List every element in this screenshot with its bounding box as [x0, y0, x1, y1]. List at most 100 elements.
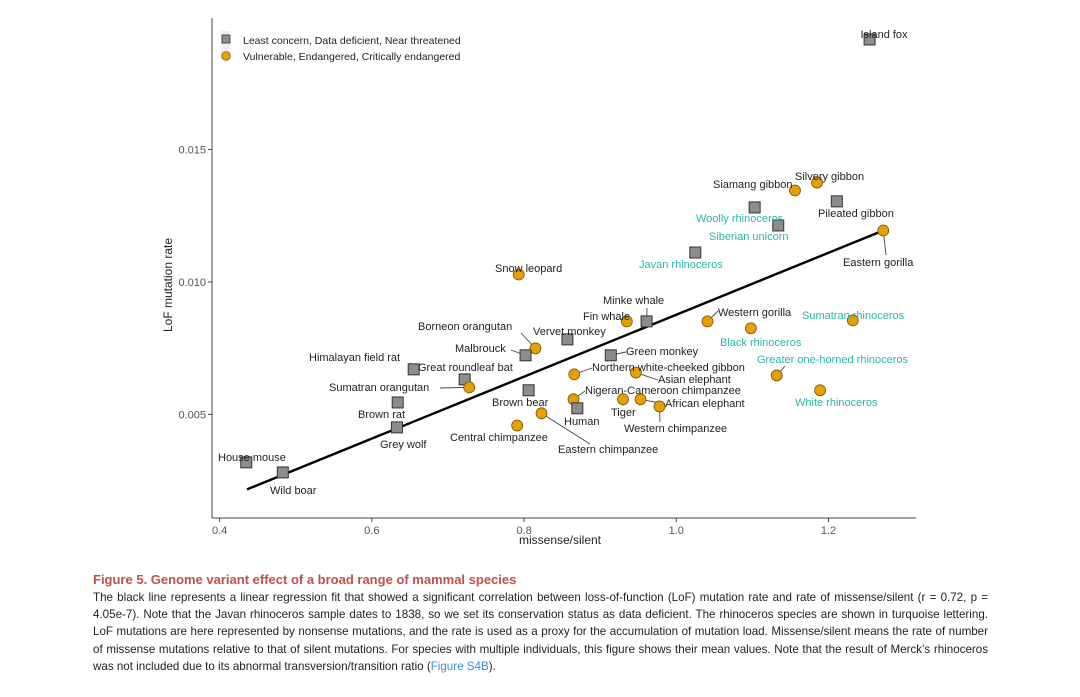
- x-tick-label: 1.0: [669, 525, 684, 537]
- point-label: Tiger: [611, 407, 636, 419]
- x-tick-label: 0.8: [516, 525, 531, 537]
- x-tick-label: 1.2: [821, 525, 836, 537]
- point-square: [276, 466, 289, 479]
- point-label: Central chimpanzee: [450, 432, 548, 444]
- point-circle: [634, 393, 647, 406]
- point-label: Snow leopard: [495, 263, 562, 275]
- legend-label: Least concern, Data deficient, Near thre…: [243, 35, 461, 47]
- point-square: [522, 384, 535, 397]
- point-circle: [535, 407, 548, 420]
- point-circle: [511, 419, 524, 432]
- point-label: Black rhinoceros: [720, 337, 802, 349]
- point-label: Sumatran orangutan: [329, 382, 429, 394]
- point-label: Wild boar: [270, 485, 317, 497]
- point-label: Malbrouck: [455, 343, 506, 355]
- point-square: [748, 201, 761, 214]
- point-circle: [701, 315, 714, 328]
- point-square: [391, 396, 404, 409]
- point-square: [772, 219, 785, 232]
- y-tick-label: 0.015: [178, 144, 206, 156]
- point-circle: [620, 315, 633, 328]
- point-square: [640, 315, 653, 328]
- x-axis-label: missense/silent: [519, 533, 602, 547]
- point-label: Grey wolf: [380, 439, 427, 451]
- point-label: House mouse: [218, 452, 286, 464]
- point-label: Silvery gibbon: [795, 171, 864, 183]
- point-circle: [814, 384, 827, 397]
- point-square: [571, 402, 584, 415]
- point-square: [604, 349, 617, 362]
- point-label: Sumatran rhinoceros: [802, 310, 905, 322]
- point-label: African elephant: [665, 398, 745, 410]
- point-circle: [630, 366, 642, 379]
- y-axis-label: LoF mutation rate: [161, 238, 175, 332]
- y-tick-label: 0.005: [178, 409, 206, 421]
- point-label: Northern white-cheeked gibbon: [592, 362, 745, 374]
- caption-title: Figure 5. Genome variant effect of a bro…: [93, 572, 517, 587]
- point-label: Greater one-horned rhinoceros: [757, 354, 909, 366]
- point-label: Nigeran-Cameroon chimpanzee: [585, 385, 741, 397]
- point-square: [390, 421, 403, 434]
- point-circle: [877, 224, 890, 237]
- point-circle: [512, 268, 525, 281]
- legend-square-icon: [221, 34, 231, 44]
- point-label: Himalayan field rat: [309, 352, 400, 364]
- caption-body: The black line represents a linear regre…: [93, 589, 988, 675]
- point-label: Borneon orangutan: [418, 321, 512, 333]
- point-square: [240, 456, 253, 469]
- point-label: Fin whale: [583, 311, 630, 323]
- caption-text-end: ).: [488, 659, 496, 673]
- legend: Least concern, Data deficient, Near thre…: [221, 31, 461, 63]
- point-label: Vervet monkey: [533, 326, 606, 338]
- regression-line: [246, 229, 884, 491]
- point-label: Island fox: [860, 29, 908, 41]
- point-circle: [653, 400, 666, 413]
- point-label: Brown rat: [358, 409, 405, 421]
- point-circle: [744, 322, 757, 335]
- point-circle: [463, 381, 476, 394]
- point-circle: [770, 369, 783, 382]
- point-circle: [811, 176, 823, 189]
- point-label: Woolly rhinoceros: [696, 213, 784, 225]
- point-label: Asian elephant: [658, 374, 731, 386]
- point-label: Western chimpanzee: [624, 423, 727, 435]
- point-label: Pileated gibbon: [818, 208, 894, 220]
- axes: 0.4 0.6 0.8 1.0 1.2 0.005 0.010 0.015 missense/s…: [161, 18, 916, 547]
- point-label: Human: [564, 416, 599, 428]
- legend-circle-icon: [221, 51, 231, 61]
- x-tick-label: 0.6: [364, 525, 379, 537]
- point-circle: [568, 368, 581, 381]
- point-square: [830, 195, 843, 208]
- point-label: Brown bear: [492, 397, 549, 409]
- regression-line-group: [246, 229, 884, 491]
- point-label: Great roundleaf bat: [418, 362, 513, 374]
- data-points: [240, 33, 890, 479]
- point-label: Javan rhinoceros: [639, 259, 723, 271]
- point-circle: [846, 314, 859, 327]
- figure-s4b-link[interactable]: Figure S4B: [430, 659, 489, 673]
- figure-caption: Figure 5. Genome variant effect of a bro…: [93, 572, 988, 675]
- legend-key-bg: [221, 31, 230, 56]
- caption-text: The black line represents a linear regre…: [93, 591, 988, 673]
- x-tick-label: 0.4: [212, 525, 227, 537]
- y-tick-label: 0.010: [178, 277, 206, 289]
- point-square: [407, 363, 420, 376]
- point-label: Eastern gorilla: [843, 257, 914, 269]
- point-square: [519, 349, 532, 362]
- scatter-chart: 0.4 0.6 0.8 1.0 1.2 0.005 0.010 0.015 missense/s…: [161, 18, 916, 547]
- point-label: White rhinoceros: [795, 397, 878, 409]
- point-square: [863, 33, 876, 46]
- point-label: Green monkey: [626, 346, 699, 358]
- leader-line: [541, 412, 591, 445]
- point-square: [689, 246, 702, 259]
- point-label: Eastern chimpanzee: [558, 444, 658, 456]
- point-square: [561, 333, 574, 346]
- point-label: Minke whale: [603, 295, 664, 307]
- point-circle: [617, 393, 629, 406]
- point-circle: [529, 342, 542, 355]
- point-label: Siberian unicorn: [709, 231, 789, 243]
- legend-label: Vulnerable, Endangered, Critically endan…: [243, 51, 460, 63]
- point-label: Siamang gibbon: [713, 179, 793, 191]
- point-label: Western gorilla: [718, 307, 792, 319]
